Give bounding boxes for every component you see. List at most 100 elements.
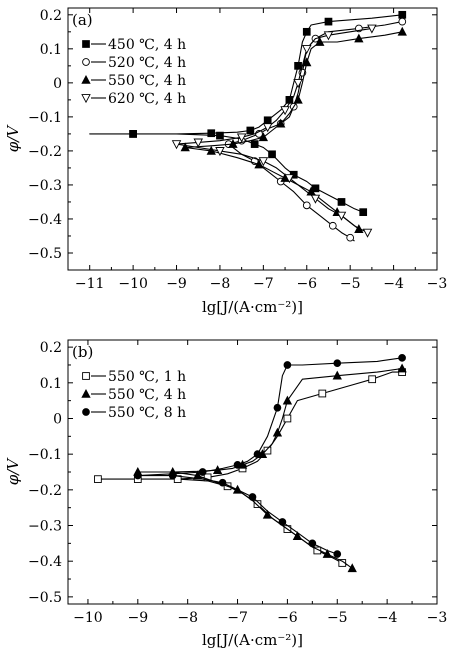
legend-marker [81,388,91,398]
data-point [324,17,333,26]
x-tick-label: −3 [427,610,448,626]
data-point [262,509,273,519]
x-tick-label: −10 [118,276,148,292]
series-4 [171,24,377,238]
x-tick-label: −7 [253,276,274,292]
y-tick-label: −0.4 [28,554,62,570]
legend-marker [81,94,91,104]
data-point [228,139,238,148]
x-tick-label: −9 [127,610,148,626]
data-point [311,184,320,193]
y-axis-title: φ/V [4,457,22,486]
y-tick-label: −0.4 [28,212,62,228]
x-tick-label: −8 [210,276,231,292]
data-point [293,79,303,89]
data-point [322,548,332,558]
data-point [333,550,342,558]
data-point [262,123,273,133]
data-point [254,159,264,169]
legend-label: 520 ℃, 4 h [108,55,186,71]
x-axis-title: lg[J/(A·cm⁻²)] [202,631,303,649]
data-point [328,221,337,230]
data-point [354,33,364,43]
x-tick-label: −9 [166,276,187,292]
data-point [263,446,272,455]
data-point [318,389,327,398]
panel-label: (a) [72,11,93,29]
legend-label: 550 ℃, 4 h [108,387,186,403]
x-tick-label: −5 [327,610,348,626]
x-tick-label: −4 [377,610,398,626]
series-line [137,367,403,569]
x-tick-label: −7 [227,610,248,626]
data-point [347,563,357,573]
x-tick-label: −8 [177,610,198,626]
data-point [315,36,325,46]
y-tick-label: 0 [53,76,62,92]
y-tick-label: −0.1 [28,447,62,463]
legend-label: 450 ℃, 4 h [108,37,186,53]
data-point [398,353,406,362]
legend-marker [82,40,90,48]
data-point [323,31,334,41]
x-tick-label: −5 [340,276,361,292]
data-point [218,478,227,487]
y-tick-label: −0.1 [28,110,62,126]
legend: 450 ℃, 4 h 520 ℃, 4 h 550 ℃, 4 h 620 ℃, 4 h [81,37,186,107]
data-point [332,370,342,380]
data-point [278,518,287,526]
data-point [293,94,303,104]
data-point [283,361,292,369]
data-point [397,363,407,373]
data-point [292,531,303,541]
y-tick-label: −0.2 [28,483,62,499]
data-point [362,228,373,238]
data-point [216,131,224,140]
data-point [193,138,203,148]
legend-label: 550 ℃, 4 h [108,73,186,89]
data-point [246,126,255,135]
data-point [310,194,321,204]
data-point [398,10,407,19]
data-point [206,145,216,155]
data-point [337,198,346,206]
data-point [203,473,212,482]
data-point [284,174,295,184]
data-point [367,24,377,34]
data-point [280,106,290,116]
x-tick-label: −6 [296,276,317,292]
x-tick-label: −4 [383,276,404,292]
data-point [248,493,257,501]
plot-frame [67,7,438,271]
legend-marker [82,372,90,380]
data-point [398,17,407,26]
data-point [253,500,262,508]
data-point [346,233,355,242]
series-3 [133,353,406,558]
data-point [268,150,276,159]
data-point [302,57,312,67]
data-point [215,147,225,157]
x-tick-label: −10 [73,610,103,626]
data-point [272,427,283,437]
legend: 550 ℃, 1 h 550 ℃, 4 h 550 ℃, 8 h [81,369,186,421]
data-point [168,471,177,480]
data-point [258,157,269,167]
y-tick-label: 0.2 [40,340,62,356]
x-axis-title: lg[J/(A·cm⁻²)] [202,298,303,316]
data-point [294,61,302,70]
series-line [228,21,403,242]
data-point [302,44,312,54]
data-point [359,208,368,217]
series-line [184,31,403,230]
panel-b: −10 −9 −8 −7 −6 −5 −4 −3 −0.5 −0.4 −0.3 −0.2 −0.1 0 0.… [4,339,448,649]
data-point [171,140,182,150]
y-tick-label: −0.3 [28,178,62,194]
legend-marker [81,74,91,84]
y-axis-title: φ/V [4,124,22,153]
series-line [175,27,372,234]
data-point [250,140,259,148]
data-point [180,142,190,152]
legend-label: 550 ℃, 8 h [108,405,186,421]
